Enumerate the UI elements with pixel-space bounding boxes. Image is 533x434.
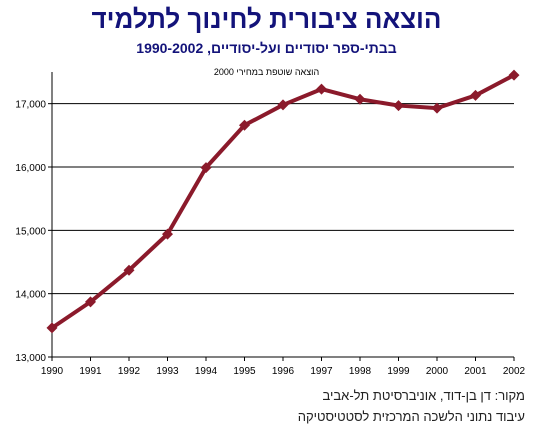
x-tick-label: 1996 <box>272 366 295 377</box>
data-point <box>239 119 250 131</box>
data-point <box>200 162 212 174</box>
data-point <box>431 102 443 114</box>
x-tick-label: 1998 <box>349 366 372 377</box>
y-tick-label: 15,000 <box>15 226 46 237</box>
data-point <box>470 89 481 101</box>
data-point <box>354 93 366 105</box>
x-tick-label: 1991 <box>79 366 102 377</box>
data-point <box>393 100 404 112</box>
data-point <box>123 264 135 276</box>
x-tick-label: 1993 <box>156 366 179 377</box>
y-tick-label: 14,000 <box>15 290 46 301</box>
x-tick-label: 2001 <box>464 366 487 377</box>
data-point <box>508 69 520 81</box>
x-tick-label: 1994 <box>195 366 218 377</box>
data-point <box>162 228 173 240</box>
data-point <box>316 83 327 95</box>
source-line-1: מקור: דן בן-דוד, אוניברסיטת תל-אביב <box>322 388 525 403</box>
chart-title: הוצאה ציבורית לחינוך לתלמיד <box>91 4 442 34</box>
data-point <box>277 99 289 111</box>
x-tick-label: 1997 <box>310 366 333 377</box>
series-line <box>50 73 516 330</box>
data-point <box>85 296 96 308</box>
chart-subtitle: בבתי-ספר יסודיים ועל-יסודיים, 1990-2002 <box>136 40 397 56</box>
y-tick-label: 17,000 <box>15 100 46 111</box>
source-line-2: עיבוד נתוני הלשכה המרכזית לסטטיסטיקה <box>297 409 525 424</box>
chart-note: הוצאה שוטפת במחירי 2000 <box>213 67 320 77</box>
x-tick-label: 1995 <box>233 366 256 377</box>
x-tick-label: 1990 <box>41 366 64 377</box>
data-point <box>46 322 58 334</box>
x-tick-label: 2000 <box>426 366 449 377</box>
y-tick-label: 16,000 <box>15 163 46 174</box>
x-tick-label: 1992 <box>118 366 141 377</box>
x-tick-label: 2002 <box>503 366 526 377</box>
x-tick-label: 1999 <box>387 366 410 377</box>
y-tick-label: 13,000 <box>15 353 46 364</box>
